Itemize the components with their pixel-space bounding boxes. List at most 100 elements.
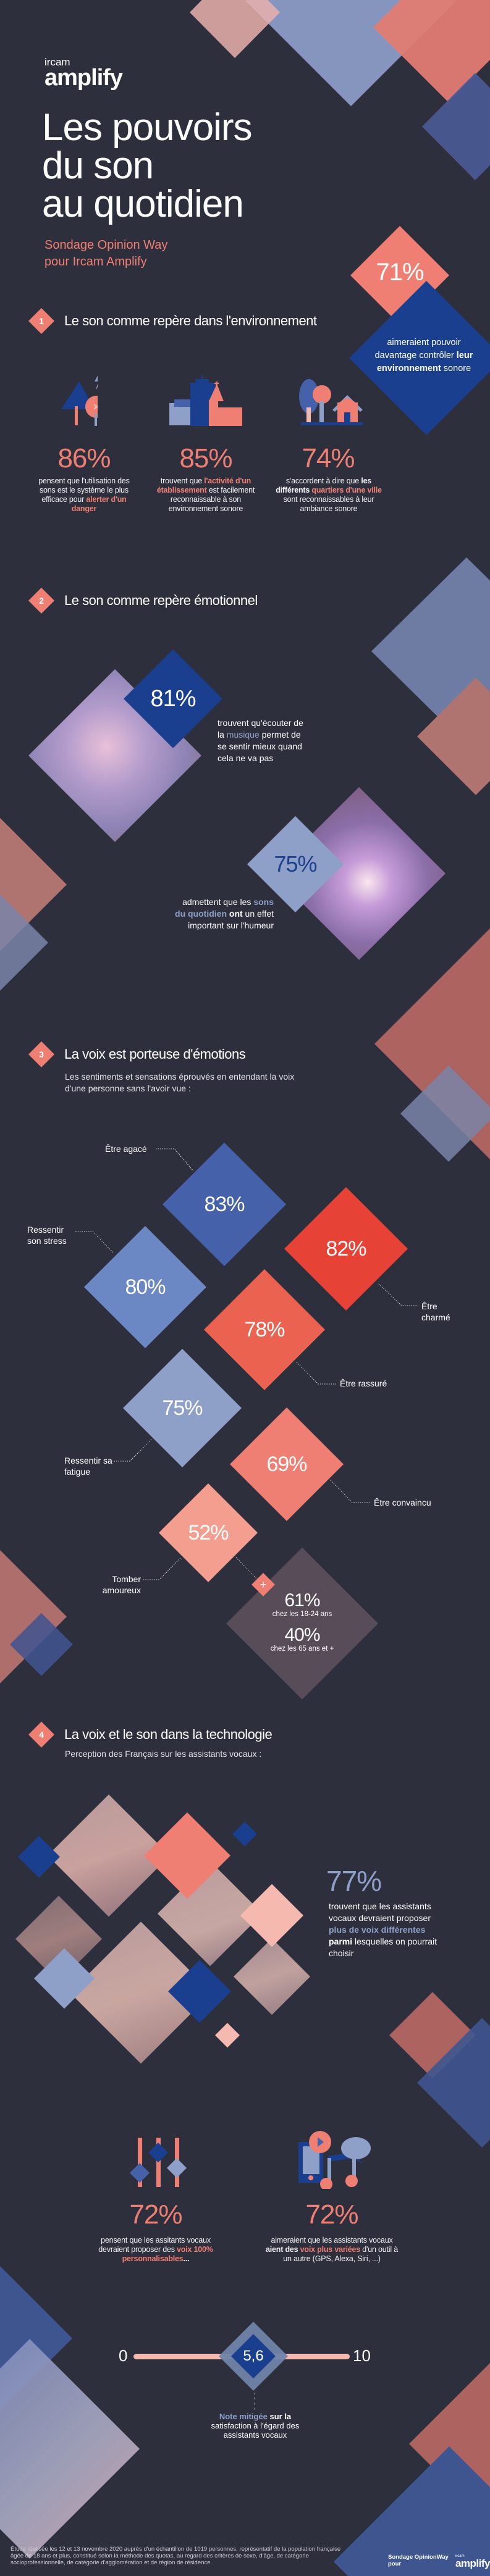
scale-caption: Note mitigée sur la satisfaction à l'éga… [206, 2412, 305, 2440]
stat-description: s'accordent à dire que les différents qu… [274, 477, 383, 514]
text-highlight: l'activité d'un établissement [156, 477, 251, 494]
plus-sign: + [260, 1578, 267, 1591]
text-highlight: alerter d'un danger [71, 495, 127, 513]
leader-line [235, 1557, 258, 1580]
text-highlight: musique [226, 730, 260, 740]
emotion-label: Ressentir son stress [27, 1225, 67, 1246]
emotion-value: 83% [204, 1192, 245, 1216]
logo: ircam amplify [44, 56, 123, 90]
stat-value: 75% [274, 851, 317, 877]
hero-stat-value: 71% [376, 258, 424, 286]
stat-77-text: trouvent que les assistants vocaux devra… [329, 1901, 443, 1959]
footer-logo: ircam amplify [455, 2554, 490, 2569]
section-title: Le son comme repère émotionnel [64, 593, 258, 608]
stat-72a-text: pensent que les assitants vocaux devraie… [94, 2236, 218, 2264]
stat-description: trouvent que l'activité d'un établisseme… [150, 477, 261, 514]
logo-ircam: ircam [44, 56, 70, 68]
section-subtitle: Perception des Français sur les assistan… [65, 1749, 262, 1759]
text: admettent que les [182, 897, 254, 907]
section-2-header: 2 Le son comme repère émotionnel [28, 588, 258, 614]
title-line: Les pouvoirs [42, 106, 253, 149]
deco-diamond [334, 2446, 490, 2576]
deco-diamond [417, 2018, 490, 2148]
deco-diamond [190, 0, 280, 58]
logo-amplify: amplify [455, 2557, 490, 2569]
subtitle-line: pour Ircam Amplify [44, 255, 147, 269]
text: lesquelles on pourrait choisir [329, 1936, 437, 1958]
text: sonore [441, 364, 471, 373]
deco-diamond [373, 0, 490, 102]
hero-stat-text: aimeraient pouvoir davantage contrôler l… [374, 336, 473, 375]
section-3-header: 3 La voix est porteuse d'émotions [28, 1041, 246, 1067]
detail-value-young: 61% [284, 1590, 320, 1611]
detail-label-young: chez les 18-24 ans [272, 1611, 332, 1618]
text: satisfaction à l'égard des assistants vo… [211, 2421, 300, 2440]
text-bold: sur la [267, 2412, 292, 2421]
text: trouvent que les assistants vocaux devra… [329, 1901, 431, 1923]
leader-line [75, 1231, 114, 1254]
stat-72b-value: 72% [305, 2199, 358, 2230]
text-bold: ont [227, 909, 243, 919]
emotion-label: Être convaincu [374, 1498, 431, 1507]
stat-value: 74% [302, 443, 355, 473]
text: pensent que les assitants vocaux devraie… [98, 2236, 211, 2254]
text: sont reconnaissables à leur ambiance son… [283, 495, 374, 513]
stat-72a-value: 72% [129, 2199, 182, 2230]
leader-lines [75, 1148, 418, 1580]
text-highlight: voix plus variées [300, 2245, 361, 2254]
stat-value: 86% [57, 443, 111, 473]
text: un effet important sur l'humeur [188, 909, 274, 930]
emotion-label: Être rassuré [340, 1378, 387, 1388]
emotion-value: 82% [326, 1236, 366, 1261]
text-highlight: Note mitigée [219, 2412, 268, 2421]
text: permet de se sentir mieux quand cela ne … [218, 730, 302, 763]
emotion-value: 78% [244, 1317, 285, 1341]
text: aimeraient pouvoir davantage contrôler [374, 338, 461, 361]
scale-value: 5,6 [243, 2348, 264, 2364]
emotion-label: Tomber amoureux [102, 1574, 141, 1595]
text: pensent que l'utilisation des sons est l… [38, 477, 130, 504]
text-bold: aient des [266, 2245, 300, 2254]
title-line: du son [42, 144, 154, 187]
buildings-icon [169, 375, 242, 426]
leader-line [296, 1362, 337, 1385]
section-1-header: 1 Le son comme repère dans l'environneme… [28, 308, 317, 334]
stat-value: 85% [179, 443, 232, 473]
danger-alert-icon: × [61, 375, 98, 426]
deco-diamond [400, 1065, 490, 1162]
emotion-label: Être agacé [105, 1144, 147, 1154]
section-subtitle: Les sentiments et sensations éprouvés en… [65, 1072, 295, 1093]
section-number-badge: 2 [28, 588, 54, 614]
stat-72b-text: aimeraient que les assistants vocaux aie… [264, 2236, 400, 2264]
deco-diamond [422, 73, 490, 180]
text-bold: les différents [276, 477, 372, 494]
footer-credit: Sondage OpinionWay pour ircam amplify [388, 2554, 490, 2569]
section-number-badge: 4 [28, 1722, 54, 1748]
text-highlight: voix 100% personnalisables [122, 2245, 213, 2263]
emotion-value: 75% [162, 1396, 203, 1420]
stat-value: 81% [150, 685, 196, 712]
stat-77-value: 77% [326, 1865, 382, 1897]
text: trouvent que [160, 477, 205, 485]
leader-line [378, 1283, 418, 1306]
music-player-icon [298, 2131, 371, 2189]
stat-description: pensent que l'utilisation des sons est l… [31, 477, 137, 514]
stat-81-text: trouvent qu'écouter de la musique permet… [218, 717, 310, 764]
emotion-value: 69% [266, 1452, 307, 1476]
sliders-icon [130, 2138, 187, 2187]
section-title: La voix est porteuse d'émotions [64, 1046, 246, 1062]
text: trouvent qu'écouter de la [218, 718, 303, 740]
text: s'accordent à dire que [285, 477, 361, 485]
deco-diamond [10, 1613, 73, 1676]
subtitle-line: Sondage Opinion Way [44, 238, 168, 252]
detail-label-senior: chez les 65 ans et + [270, 1645, 334, 1653]
text-highlight: plus de voix différentes [329, 1925, 426, 1935]
text: d'un outil à un autre (GPS, Alexa, Siri,… [283, 2245, 398, 2263]
section-4-header: 4 La voix et le son dans la technologie [28, 1722, 272, 1748]
text: est facilement reconnaissable à son envi… [168, 486, 255, 513]
text-bold: leur environnement [376, 351, 473, 373]
emotion-value: 52% [188, 1520, 229, 1544]
section-number-badge: 3 [28, 1041, 54, 1067]
scale-max-label: 10 [353, 2346, 371, 2365]
